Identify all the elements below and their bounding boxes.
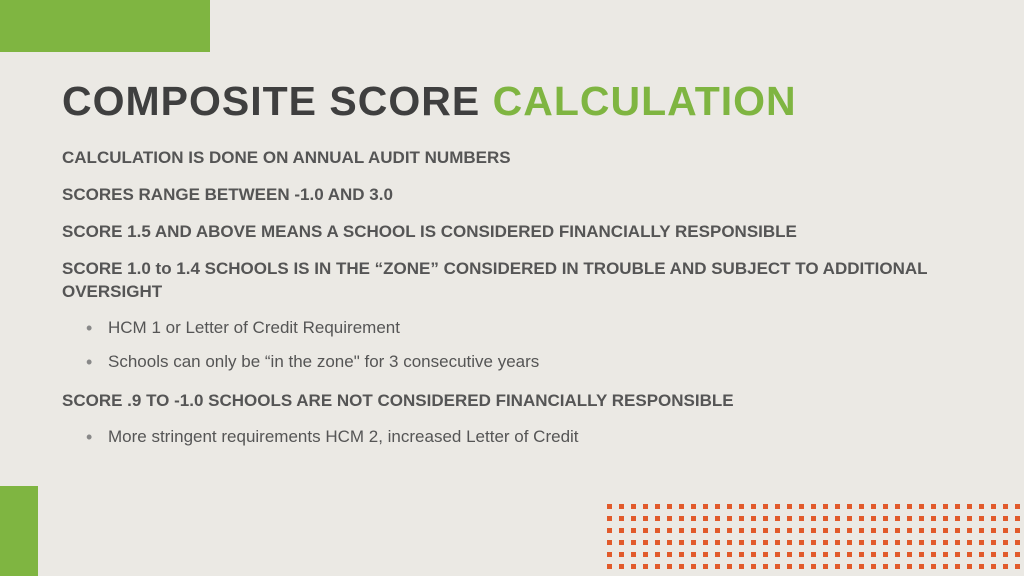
low-score-bullets: More stringent requirements HCM 2, incre… xyxy=(86,427,984,447)
line-score-zone: SCORE 1.0 to 1.4 SCHOOLS IS IN THE “ZONE… xyxy=(62,258,984,304)
bullet-zone-3yr: Schools can only be “in the zone" for 3 … xyxy=(86,352,984,372)
accent-block-bottom xyxy=(0,486,38,576)
accent-block-top xyxy=(0,0,210,52)
slide-content: COMPOSITE SCORE CALCULATION CALCULATION … xyxy=(62,78,984,465)
zone-bullets: HCM 1 or Letter of Credit Requirement Sc… xyxy=(86,318,984,372)
line-score-range: SCORES RANGE BETWEEN -1.0 AND 3.0 xyxy=(62,184,984,207)
dot-pattern-decoration xyxy=(604,501,1024,576)
bullet-hcm1: HCM 1 or Letter of Credit Requirement xyxy=(86,318,984,338)
title-part-1: COMPOSITE SCORE xyxy=(62,78,493,124)
line-score-not-responsible: SCORE .9 TO -1.0 SCHOOLS ARE NOT CONSIDE… xyxy=(62,390,984,413)
slide-title: COMPOSITE SCORE CALCULATION xyxy=(62,78,984,125)
bullet-hcm2: More stringent requirements HCM 2, incre… xyxy=(86,427,984,447)
title-part-2: CALCULATION xyxy=(493,78,797,124)
line-score-responsible: SCORE 1.5 AND ABOVE MEANS A SCHOOL IS CO… xyxy=(62,221,984,244)
dot-pattern-svg xyxy=(604,501,1024,576)
line-annual-audit: CALCULATION IS DONE ON ANNUAL AUDIT NUMB… xyxy=(62,147,984,170)
